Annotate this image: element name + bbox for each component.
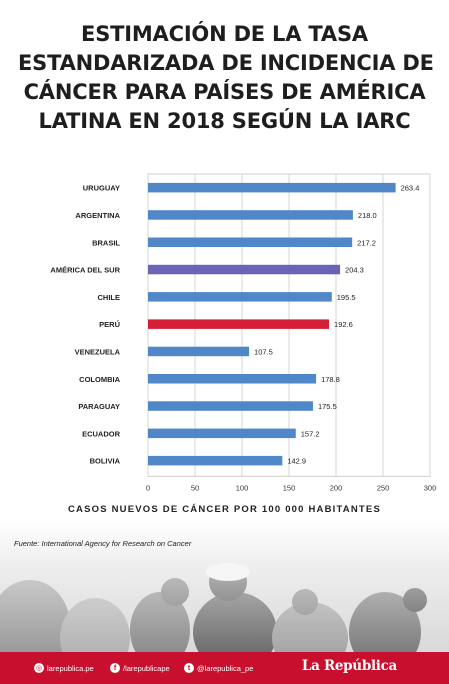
data-label: 195.5 [337, 293, 356, 302]
title-line-3: CÁNCER PARA PAÍSES DE AMÉRICA [23, 80, 426, 104]
twitter-icon: t [184, 663, 194, 673]
bar [148, 401, 313, 411]
instagram-label: larepublica.pe [47, 663, 94, 673]
bar [148, 319, 330, 329]
category-label: CHILE [98, 293, 121, 302]
footer-bar: ◎ larepublica.pe f /larepublicape t @lar… [0, 652, 449, 684]
category-label: COLOMBIA [79, 375, 120, 384]
twitter-handle[interactable]: t @larepublica_pe [184, 663, 253, 673]
data-label: 175.5 [318, 402, 337, 411]
category-label: PERÚ [99, 320, 120, 329]
category-label: AMÉRICA DEL SUR [50, 266, 120, 275]
chart-title: ESTIMACIÓN DE LA TASA ESTANDARIZADA DE I… [18, 20, 434, 136]
bar [148, 428, 296, 439]
bar [148, 237, 353, 247]
data-label: 157.2 [301, 429, 320, 438]
facebook-icon: f [110, 663, 120, 673]
facebook-handle[interactable]: f /larepublicape [110, 663, 170, 673]
title-line-4: LATINA EN 2018 SEGÚN LA IARC [38, 109, 411, 133]
x-axis-label: CASOS NUEVOS DE CÁNCER POR 100 000 HABIT… [67, 504, 382, 515]
bar-chart: 0 50 100 150 200 250 300 URUGUAY 263.4 ARGENTINA 2… [50, 173, 437, 492]
title-line-2: ESTANDARIZADA DE INCIDENCIA DE [18, 51, 434, 75]
x-tick-label: 50 [191, 483, 199, 492]
instagram-icon: ◎ [34, 663, 44, 673]
bar [148, 346, 250, 357]
x-tick-label: 100 [236, 483, 249, 492]
x-tick-label: 300 [424, 483, 437, 492]
x-tick-label: 250 [377, 483, 390, 492]
bar [148, 210, 353, 220]
data-label: 204.3 [345, 266, 364, 275]
bar [148, 182, 396, 193]
bar [148, 374, 317, 384]
instagram-handle[interactable]: ◎ larepublica.pe [34, 663, 94, 673]
source-note: Fuente: International Agency for Researc… [14, 539, 192, 548]
category-label: VENEZUELA [75, 347, 121, 356]
data-label: 217.2 [357, 238, 376, 247]
facebook-label: /larepublicape [123, 663, 170, 673]
data-label: 192.6 [334, 320, 353, 329]
data-label: 142.9 [287, 457, 306, 466]
category-label: ARGENTINA [75, 211, 120, 220]
brand-logo: La República [301, 658, 397, 674]
bar [148, 455, 283, 466]
twitter-label: @larepublica_pe [197, 663, 254, 673]
category-label: BOLIVIA [90, 457, 121, 466]
x-tick-label: 0 [146, 483, 150, 492]
data-label: 107.5 [254, 347, 273, 356]
bar [148, 292, 332, 302]
category-label: URUGUAY [83, 184, 120, 193]
data-label: 263.4 [401, 184, 420, 193]
bar [148, 264, 341, 275]
category-label: ECUADOR [82, 429, 121, 438]
x-tick-label: 150 [283, 483, 296, 492]
category-label: BRASIL [92, 238, 120, 247]
data-label: 178.8 [321, 375, 340, 384]
x-tick-label: 200 [330, 483, 343, 492]
crowd-photo-illustration [0, 520, 449, 652]
category-label: PARAGUAY [78, 402, 120, 411]
background-photo [0, 520, 449, 652]
title-line-1: ESTIMACIÓN DE LA TASA [81, 22, 368, 46]
data-label: 218.0 [358, 211, 377, 220]
